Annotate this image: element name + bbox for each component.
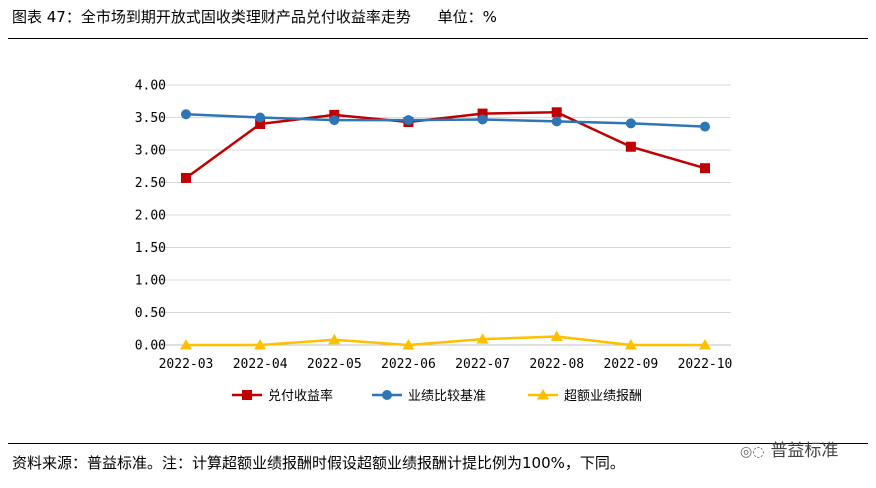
data-point <box>625 141 636 152</box>
x-tick-label: 2022-07 <box>455 357 510 372</box>
data-point <box>476 333 489 344</box>
legend-label: 超额业绩报酬 <box>564 389 642 404</box>
y-tick-label: 2.50 <box>135 176 166 191</box>
data-point <box>700 121 710 132</box>
y-tick-label: 0.00 <box>135 339 166 354</box>
data-point <box>181 172 191 183</box>
bottom-divider <box>8 443 868 444</box>
y-tick-label: 0.50 <box>135 306 166 321</box>
data-point <box>180 339 192 350</box>
data-point <box>624 339 637 350</box>
legend-label: 兑付收益率 <box>268 388 333 404</box>
data-point <box>477 114 488 125</box>
x-tick-label: 2022-03 <box>159 357 214 372</box>
y-tick-label: 3.00 <box>135 144 166 159</box>
data-point <box>328 333 341 345</box>
chart-title: 图表 47：全市场到期开放式固收类理财产品兑付收益率走势 <box>12 8 411 26</box>
legend-label: 业绩比较基准 <box>408 389 486 404</box>
y-tick-label: 3.50 <box>135 111 166 126</box>
watermark-text: 普益标准 <box>770 441 839 461</box>
data-point <box>403 115 414 126</box>
data-point <box>699 339 711 350</box>
series-line <box>186 335 705 347</box>
data-point <box>402 339 415 350</box>
wechat-watermark: ◎◌ 普益标准 <box>740 436 838 461</box>
x-tick-label: 2022-08 <box>529 357 584 372</box>
wechat-icon: ◎◌ <box>740 444 765 460</box>
legend-marker <box>242 390 252 400</box>
data-point <box>625 118 636 129</box>
data-point <box>700 163 710 174</box>
series-line <box>185 113 706 128</box>
y-tick-label: 1.50 <box>135 241 166 256</box>
y-tick-label: 4.00 <box>135 79 166 94</box>
x-tick-label: 2022-10 <box>678 357 733 372</box>
unit-label: 单位：% <box>437 8 497 26</box>
legend-marker <box>537 389 549 400</box>
data-point <box>181 109 191 120</box>
series-line <box>185 111 706 179</box>
y-tick-label: 1.00 <box>135 274 166 289</box>
data-point <box>329 109 340 120</box>
data-point <box>477 108 488 119</box>
y-tick-label: 2.00 <box>135 209 166 224</box>
source-note: 资料来源：普益标准。注：计算超额业绩报酬时假设超额业绩报酬计提比例为100%，下… <box>12 454 625 472</box>
data-point <box>551 116 562 127</box>
data-point <box>254 339 267 350</box>
x-tick-label: 2022-09 <box>603 357 658 372</box>
x-tick-label: 2022-05 <box>307 357 362 372</box>
x-tick-label: 2022-04 <box>233 357 288 372</box>
data-point <box>551 107 562 118</box>
legend-marker <box>382 390 392 400</box>
chart-header: 图表 47：全市场到期开放式固收类理财产品兑付收益率走势 单位：% <box>12 6 497 27</box>
data-point <box>255 119 266 129</box>
data-point <box>329 115 340 126</box>
data-point <box>550 330 563 342</box>
line-chart: 0.00 0.50 1.00 1.50 2.00 2.50 3.00 3.50 4.00 2022… <box>135 79 733 405</box>
data-point <box>255 112 266 123</box>
top-divider <box>8 38 868 39</box>
x-tick-label: 2022-06 <box>381 357 436 372</box>
